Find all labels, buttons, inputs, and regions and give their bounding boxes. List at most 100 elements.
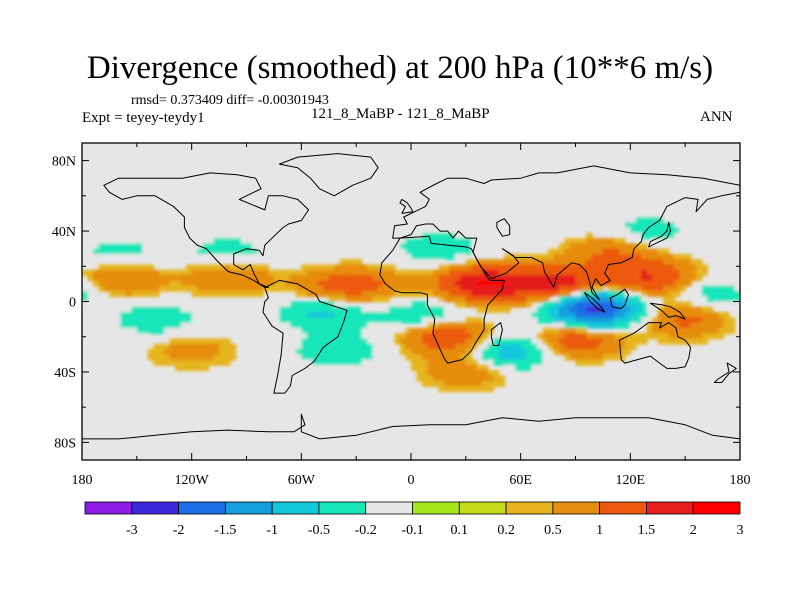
field-cell <box>356 349 363 356</box>
field-cell <box>103 269 111 276</box>
field-cell <box>279 306 286 313</box>
field-cell <box>246 238 253 245</box>
field-cell <box>498 280 506 287</box>
field-cell <box>180 248 187 255</box>
field-cell <box>526 364 533 371</box>
field-cell <box>504 364 511 371</box>
field-cell <box>383 275 390 282</box>
field-cell <box>273 317 281 324</box>
field-cell <box>400 285 407 292</box>
field-cell <box>306 317 314 324</box>
field-cell <box>279 275 286 282</box>
field-cell <box>729 290 736 298</box>
field-cell <box>504 349 511 356</box>
field-cell <box>471 380 478 387</box>
field-cell <box>334 333 341 340</box>
field-cell <box>641 253 648 261</box>
field-cell <box>520 364 527 371</box>
field-cell <box>235 243 242 250</box>
field-cell <box>306 275 314 282</box>
field-cell <box>295 343 303 350</box>
field-cell <box>262 285 270 292</box>
field-cell <box>197 290 204 298</box>
field-cell <box>570 248 577 255</box>
field-cell <box>613 290 621 298</box>
field-cell <box>630 280 637 287</box>
field-cell <box>674 269 681 276</box>
field-cell <box>432 359 440 366</box>
field-cell <box>175 280 182 287</box>
field-cell <box>564 317 571 324</box>
field-cell <box>421 227 429 234</box>
field-cell <box>432 253 440 261</box>
field-cell <box>191 354 198 361</box>
field-cell <box>668 280 675 287</box>
field-cell <box>328 285 336 292</box>
field-cell <box>570 354 577 361</box>
field-cell <box>531 253 538 261</box>
field-cell <box>109 285 116 292</box>
field-cell <box>197 238 204 245</box>
field-cell <box>416 238 423 245</box>
field-cell <box>707 333 714 340</box>
field-cell <box>224 253 231 261</box>
field-cell <box>668 338 675 345</box>
field-cell <box>213 285 220 292</box>
field-cell <box>345 296 352 303</box>
field-cell <box>701 285 708 292</box>
field-cell <box>120 248 127 255</box>
field-cell <box>421 280 429 287</box>
field-cell <box>602 275 610 282</box>
field-cell <box>443 322 451 329</box>
field-cell <box>498 380 506 387</box>
field-cell <box>531 259 538 266</box>
field-cell <box>378 349 385 356</box>
field-cell <box>372 275 379 282</box>
field-cell <box>334 359 341 366</box>
field-cell <box>164 285 171 292</box>
field-cell <box>449 275 456 282</box>
field-cell <box>570 264 577 271</box>
field-cell <box>646 216 654 224</box>
field-cell <box>559 259 566 266</box>
field-cell <box>465 386 473 393</box>
field-cell <box>262 275 270 282</box>
field-cell <box>597 264 604 271</box>
field-cell <box>432 327 440 334</box>
field-cell <box>350 290 357 298</box>
field-cell <box>197 349 204 356</box>
field-cell <box>432 343 440 350</box>
field-cell <box>147 264 155 271</box>
field-cell <box>635 312 643 319</box>
field-cell <box>718 285 725 292</box>
field-cell <box>164 243 171 250</box>
field-cell <box>449 386 456 393</box>
field-cell <box>537 306 544 313</box>
field-cell <box>82 285 89 292</box>
field-cell <box>608 333 615 340</box>
field-cell <box>389 312 396 319</box>
field-cell <box>443 227 451 234</box>
field-cell <box>608 343 615 350</box>
field-cell <box>679 232 686 239</box>
field-cell <box>498 296 506 303</box>
field-cell <box>591 285 599 292</box>
field-cell <box>246 253 253 261</box>
field-cell <box>438 296 445 303</box>
colorbar-label: -0.2 <box>355 523 377 538</box>
field-cell <box>158 327 166 334</box>
y-tick-label: 0 <box>69 296 76 311</box>
field-cell <box>350 296 357 303</box>
field-cell <box>328 269 336 276</box>
field-cell <box>690 317 697 324</box>
field-cell <box>432 349 440 356</box>
field-cell <box>284 269 292 276</box>
field-cell <box>350 359 357 366</box>
field-cell <box>575 248 582 255</box>
field-cell <box>416 269 423 276</box>
field-cell <box>591 306 599 313</box>
field-cell <box>696 322 703 329</box>
field-cell <box>509 359 516 366</box>
field-cell <box>416 227 423 234</box>
